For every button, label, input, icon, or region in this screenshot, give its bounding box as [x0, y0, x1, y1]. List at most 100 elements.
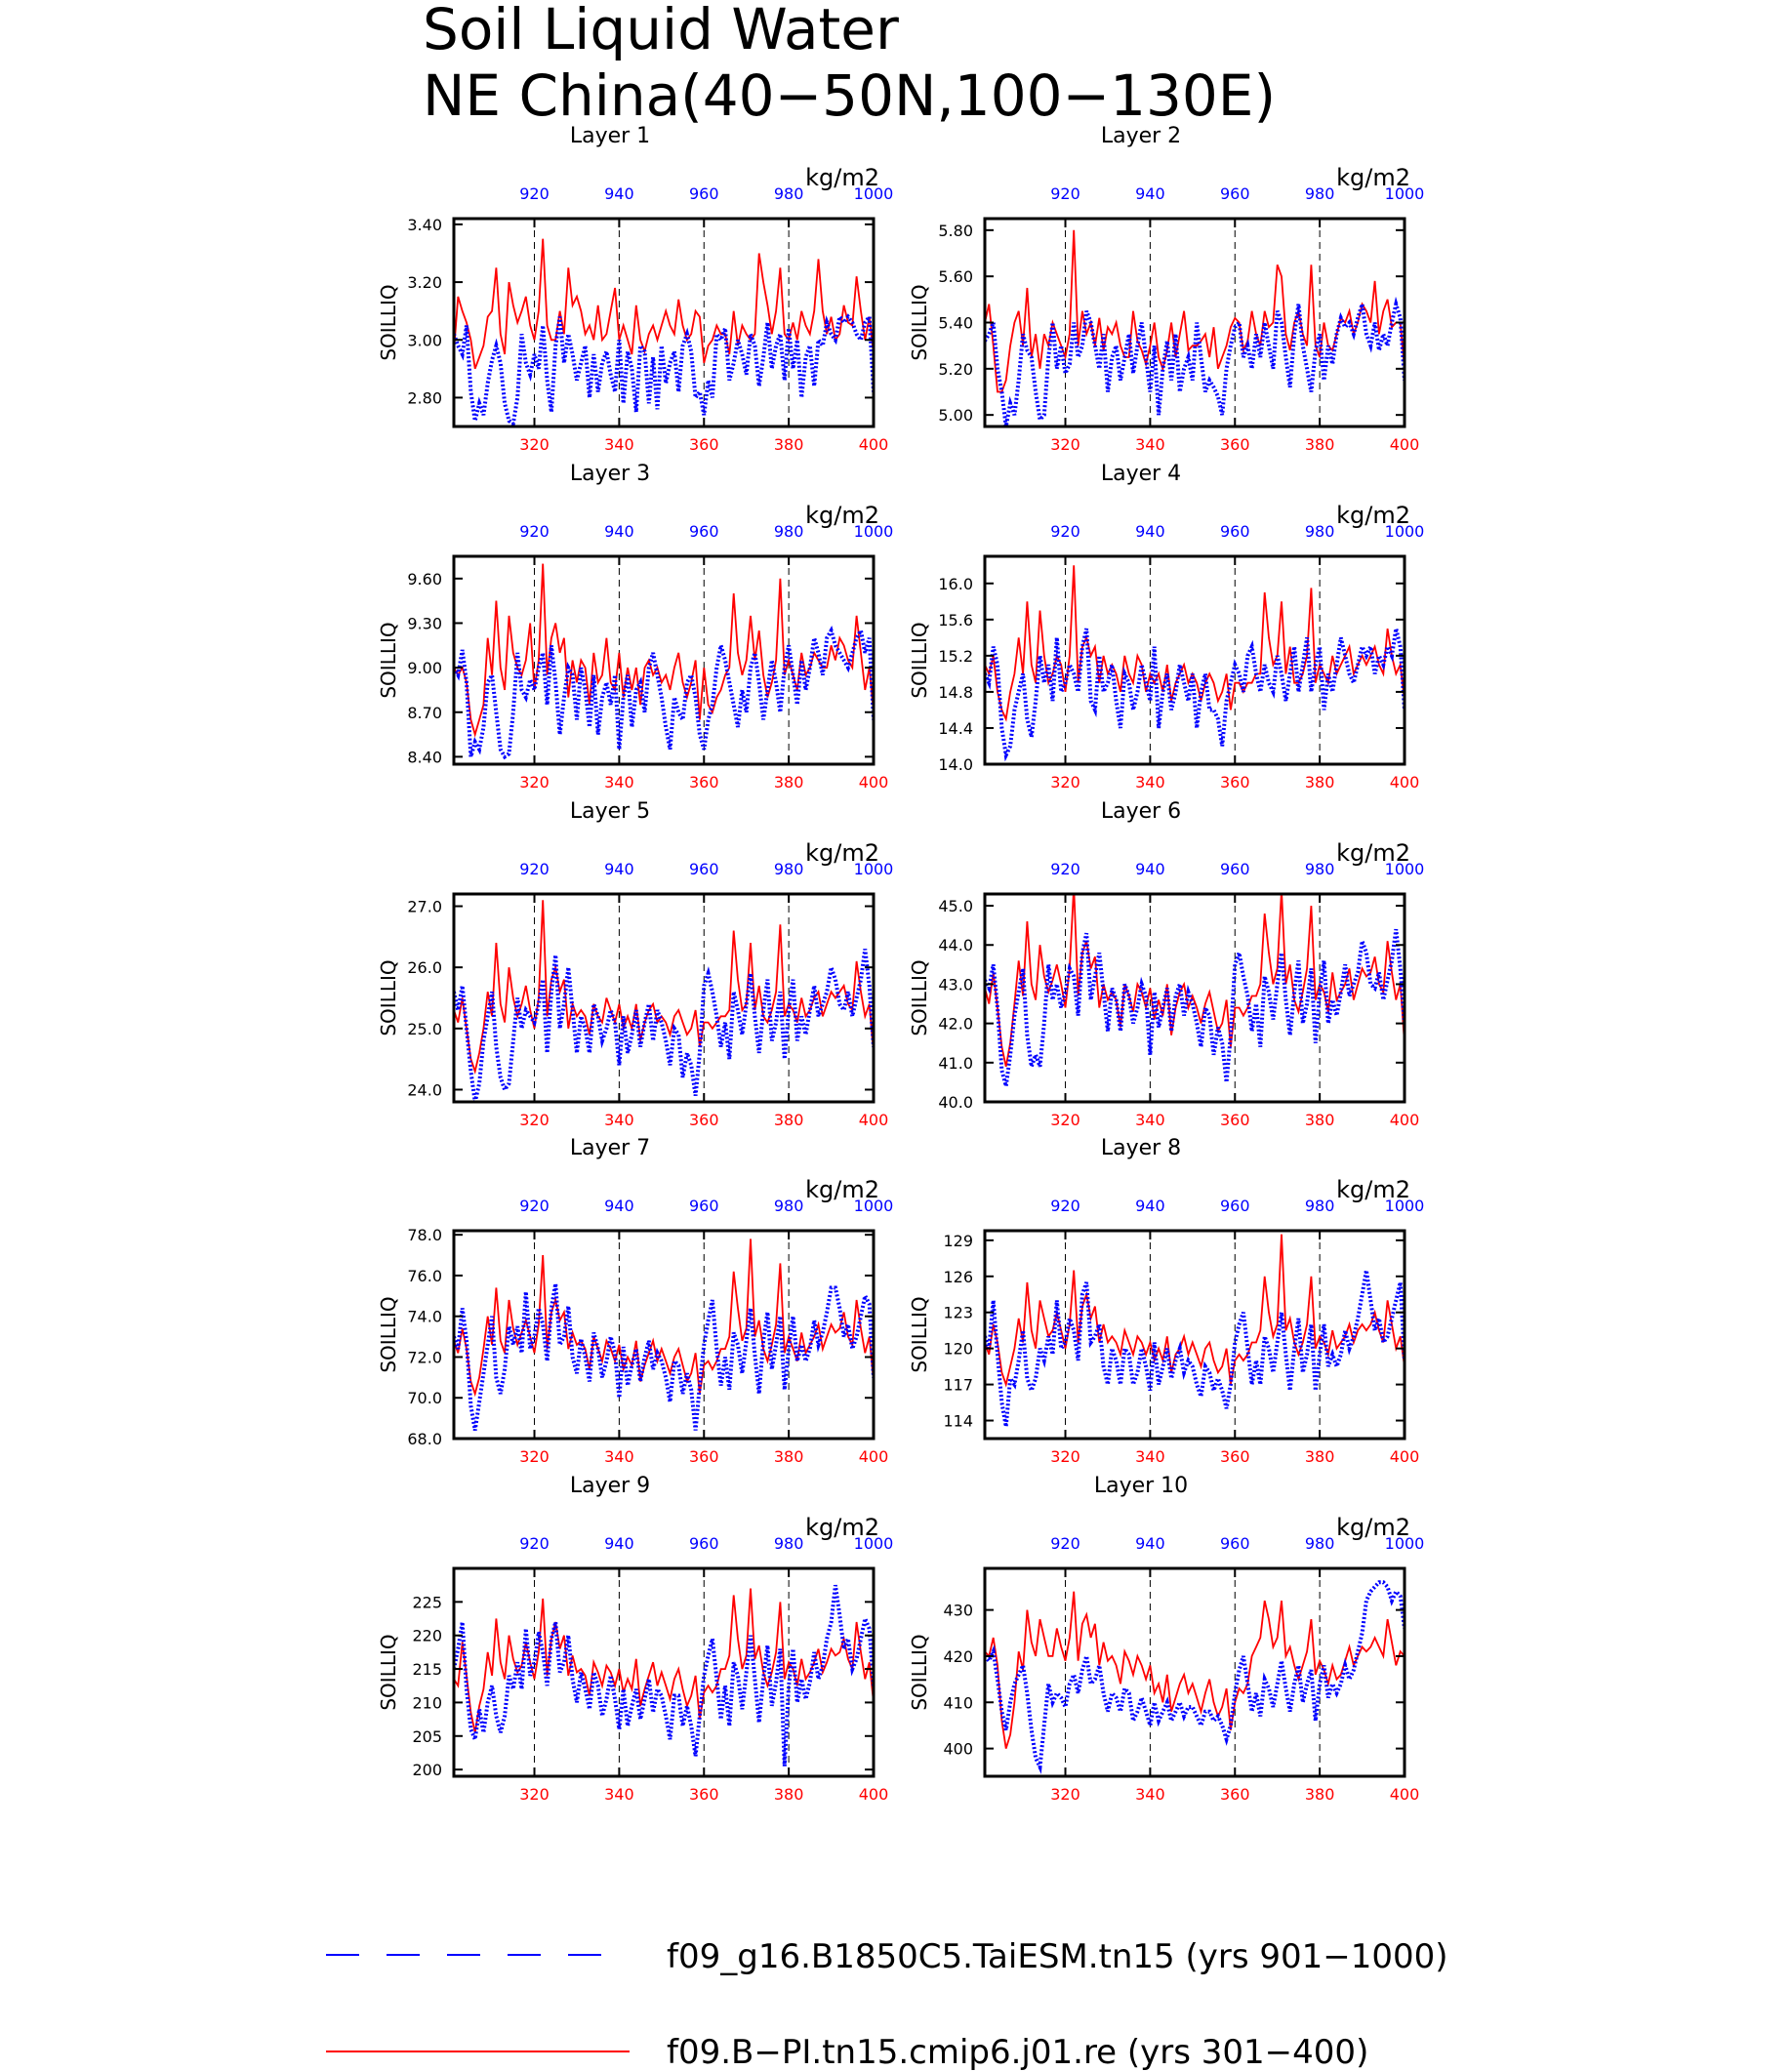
x-top-tick-label: 940	[604, 522, 634, 541]
panel-title: Layer 3	[570, 462, 650, 486]
x-bottom-tick-label: 320	[1050, 1111, 1080, 1129]
y-tick-label: 210	[412, 1693, 442, 1712]
x-top-tick-label: 960	[689, 184, 719, 203]
legend-label-blue: f09_g16.B1850C5.TaiESM.tn15 (yrs 901−100…	[667, 1937, 1448, 1976]
panels-grid: Layer 1 kg/m2 SOILLIQ 320 340 360 380 400 920 940…	[377, 124, 1424, 1804]
y-tick-label: 215	[412, 1660, 442, 1679]
y-tick-label: 26.0	[407, 958, 442, 977]
x-top-tick-label: 1000	[854, 860, 894, 878]
y-tick-label: 126	[943, 1268, 973, 1286]
units-label: kg/m2	[805, 1514, 879, 1541]
y-tick-label: 123	[943, 1304, 973, 1322]
y-axis-label: SOILLIQ	[908, 284, 931, 360]
x-bottom-tick-label: 320	[519, 435, 550, 454]
panel-1: Layer 1 kg/m2 SOILLIQ 320 340 360 380 400 920 940…	[377, 124, 893, 454]
panel-10: Layer 10 kg/m2 SOILLIQ 320 340 360 380 400 920 94…	[908, 1474, 1424, 1804]
units-label: kg/m2	[1336, 839, 1410, 867]
panel-7: Layer 7 kg/m2 SOILLIQ 320 340 360 380 400 920 940…	[377, 1136, 893, 1466]
y-tick-label: 14.0	[938, 755, 973, 774]
x-top-tick-label: 1000	[1385, 522, 1425, 541]
panel-title: Layer 2	[1101, 124, 1181, 148]
series-red-line	[454, 1588, 874, 1733]
x-bottom-tick-label: 320	[519, 1447, 550, 1466]
x-top-tick-label: 980	[774, 1197, 804, 1215]
x-bottom-tick-label: 380	[774, 1111, 804, 1129]
units-label: kg/m2	[805, 164, 879, 191]
x-top-tick-label: 960	[689, 1534, 719, 1553]
y-tick-label: 72.0	[407, 1348, 442, 1366]
x-bottom-tick-label: 340	[1135, 1111, 1165, 1129]
x-top-tick-label: 980	[1305, 522, 1335, 541]
y-tick-label: 9.60	[407, 570, 442, 589]
x-bottom-tick-label: 360	[1220, 1785, 1250, 1804]
x-top-tick-label: 1000	[854, 1197, 894, 1215]
x-bottom-tick-label: 380	[774, 435, 804, 454]
x-bottom-tick-label: 360	[689, 435, 719, 454]
panel-title: Layer 8	[1101, 1136, 1181, 1160]
x-bottom-tick-label: 320	[1050, 773, 1080, 792]
x-top-tick-label: 980	[774, 860, 804, 878]
panel-2: Layer 2 kg/m2 SOILLIQ 320 340 360 380 400 920 940…	[908, 124, 1424, 454]
panel-8: Layer 8 kg/m2 SOILLIQ 320 340 360 380 400 920 940…	[908, 1136, 1424, 1466]
series-blue-dashed-line	[985, 928, 1405, 1087]
x-bottom-tick-label: 400	[859, 1111, 889, 1129]
y-tick-label: 225	[412, 1593, 442, 1611]
x-top-tick-label: 960	[1220, 184, 1250, 203]
panel-title: Layer 10	[1094, 1474, 1188, 1498]
x-bottom-tick-label: 360	[689, 773, 719, 792]
y-tick-label: 15.2	[938, 647, 973, 666]
series-red-line	[454, 563, 874, 738]
x-top-tick-label: 920	[1050, 1534, 1080, 1553]
panel-frame	[452, 554, 876, 766]
legend: f09_g16.B1850C5.TaiESM.tn15 (yrs 901−100…	[326, 1937, 1448, 2071]
x-top-tick-label: 1000	[1385, 184, 1425, 203]
x-top-tick-label: 980	[774, 1534, 804, 1553]
x-bottom-tick-label: 400	[1390, 1111, 1420, 1129]
panel-frame	[452, 217, 876, 428]
y-tick-label: 45.0	[938, 897, 973, 915]
x-bottom-tick-label: 340	[1135, 1785, 1165, 1804]
chart-title-line-2: NE China(40−50N,100−130E)	[423, 62, 1276, 129]
y-axis-label: SOILLIQ	[908, 622, 931, 698]
y-tick-label: 400	[943, 1740, 973, 1759]
x-bottom-tick-label: 400	[1390, 1447, 1420, 1466]
x-bottom-tick-label: 340	[604, 1447, 634, 1466]
y-tick-label: 420	[943, 1647, 973, 1666]
x-bottom-tick-label: 340	[604, 1111, 634, 1129]
y-tick-label: 24.0	[407, 1080, 442, 1099]
panel-frame	[983, 554, 1406, 766]
y-axis-label: SOILLIQ	[377, 1634, 400, 1710]
x-top-tick-label: 1000	[854, 1534, 894, 1553]
panel-title: Layer 7	[570, 1136, 650, 1160]
units-label: kg/m2	[1336, 1514, 1410, 1541]
x-bottom-tick-label: 360	[1220, 435, 1250, 454]
x-top-tick-label: 980	[774, 522, 804, 541]
chart-title-line-1: Soil Liquid Water	[423, 0, 899, 62]
x-bottom-tick-label: 400	[1390, 435, 1420, 454]
y-tick-label: 27.0	[407, 898, 442, 916]
x-bottom-tick-label: 320	[1050, 1447, 1080, 1466]
panel-5: Layer 5 kg/m2 SOILLIQ 320 340 360 380 400 920 940…	[377, 799, 893, 1129]
x-top-tick-label: 980	[1305, 1534, 1335, 1553]
legend-label-red: f09.B−PI.tn15.cmip6.j01.re (yrs 301−400)	[667, 2033, 1368, 2071]
series-red-line	[985, 1234, 1405, 1388]
x-bottom-tick-label: 360	[1220, 1447, 1250, 1466]
y-tick-label: 5.80	[938, 222, 973, 240]
x-top-tick-label: 940	[604, 1534, 634, 1553]
units-label: kg/m2	[805, 1176, 879, 1203]
y-tick-label: 129	[943, 1232, 973, 1250]
series-blue-dashed-line	[985, 296, 1405, 426]
panel-title: Layer 6	[1101, 799, 1181, 824]
x-top-tick-label: 980	[1305, 184, 1335, 203]
x-bottom-tick-label: 400	[859, 773, 889, 792]
y-axis-label: SOILLIQ	[908, 1296, 931, 1372]
y-tick-label: 78.0	[407, 1226, 442, 1244]
x-bottom-tick-label: 320	[519, 773, 550, 792]
y-tick-label: 76.0	[407, 1267, 442, 1285]
y-tick-label: 8.70	[407, 704, 442, 722]
series-blue-dashed-line	[454, 625, 874, 760]
panel-9: Layer 9 kg/m2 SOILLIQ 320 340 360 380 400 920 940…	[377, 1474, 893, 1804]
series-blue-dashed-line	[454, 1282, 874, 1431]
y-tick-label: 5.40	[938, 314, 973, 333]
